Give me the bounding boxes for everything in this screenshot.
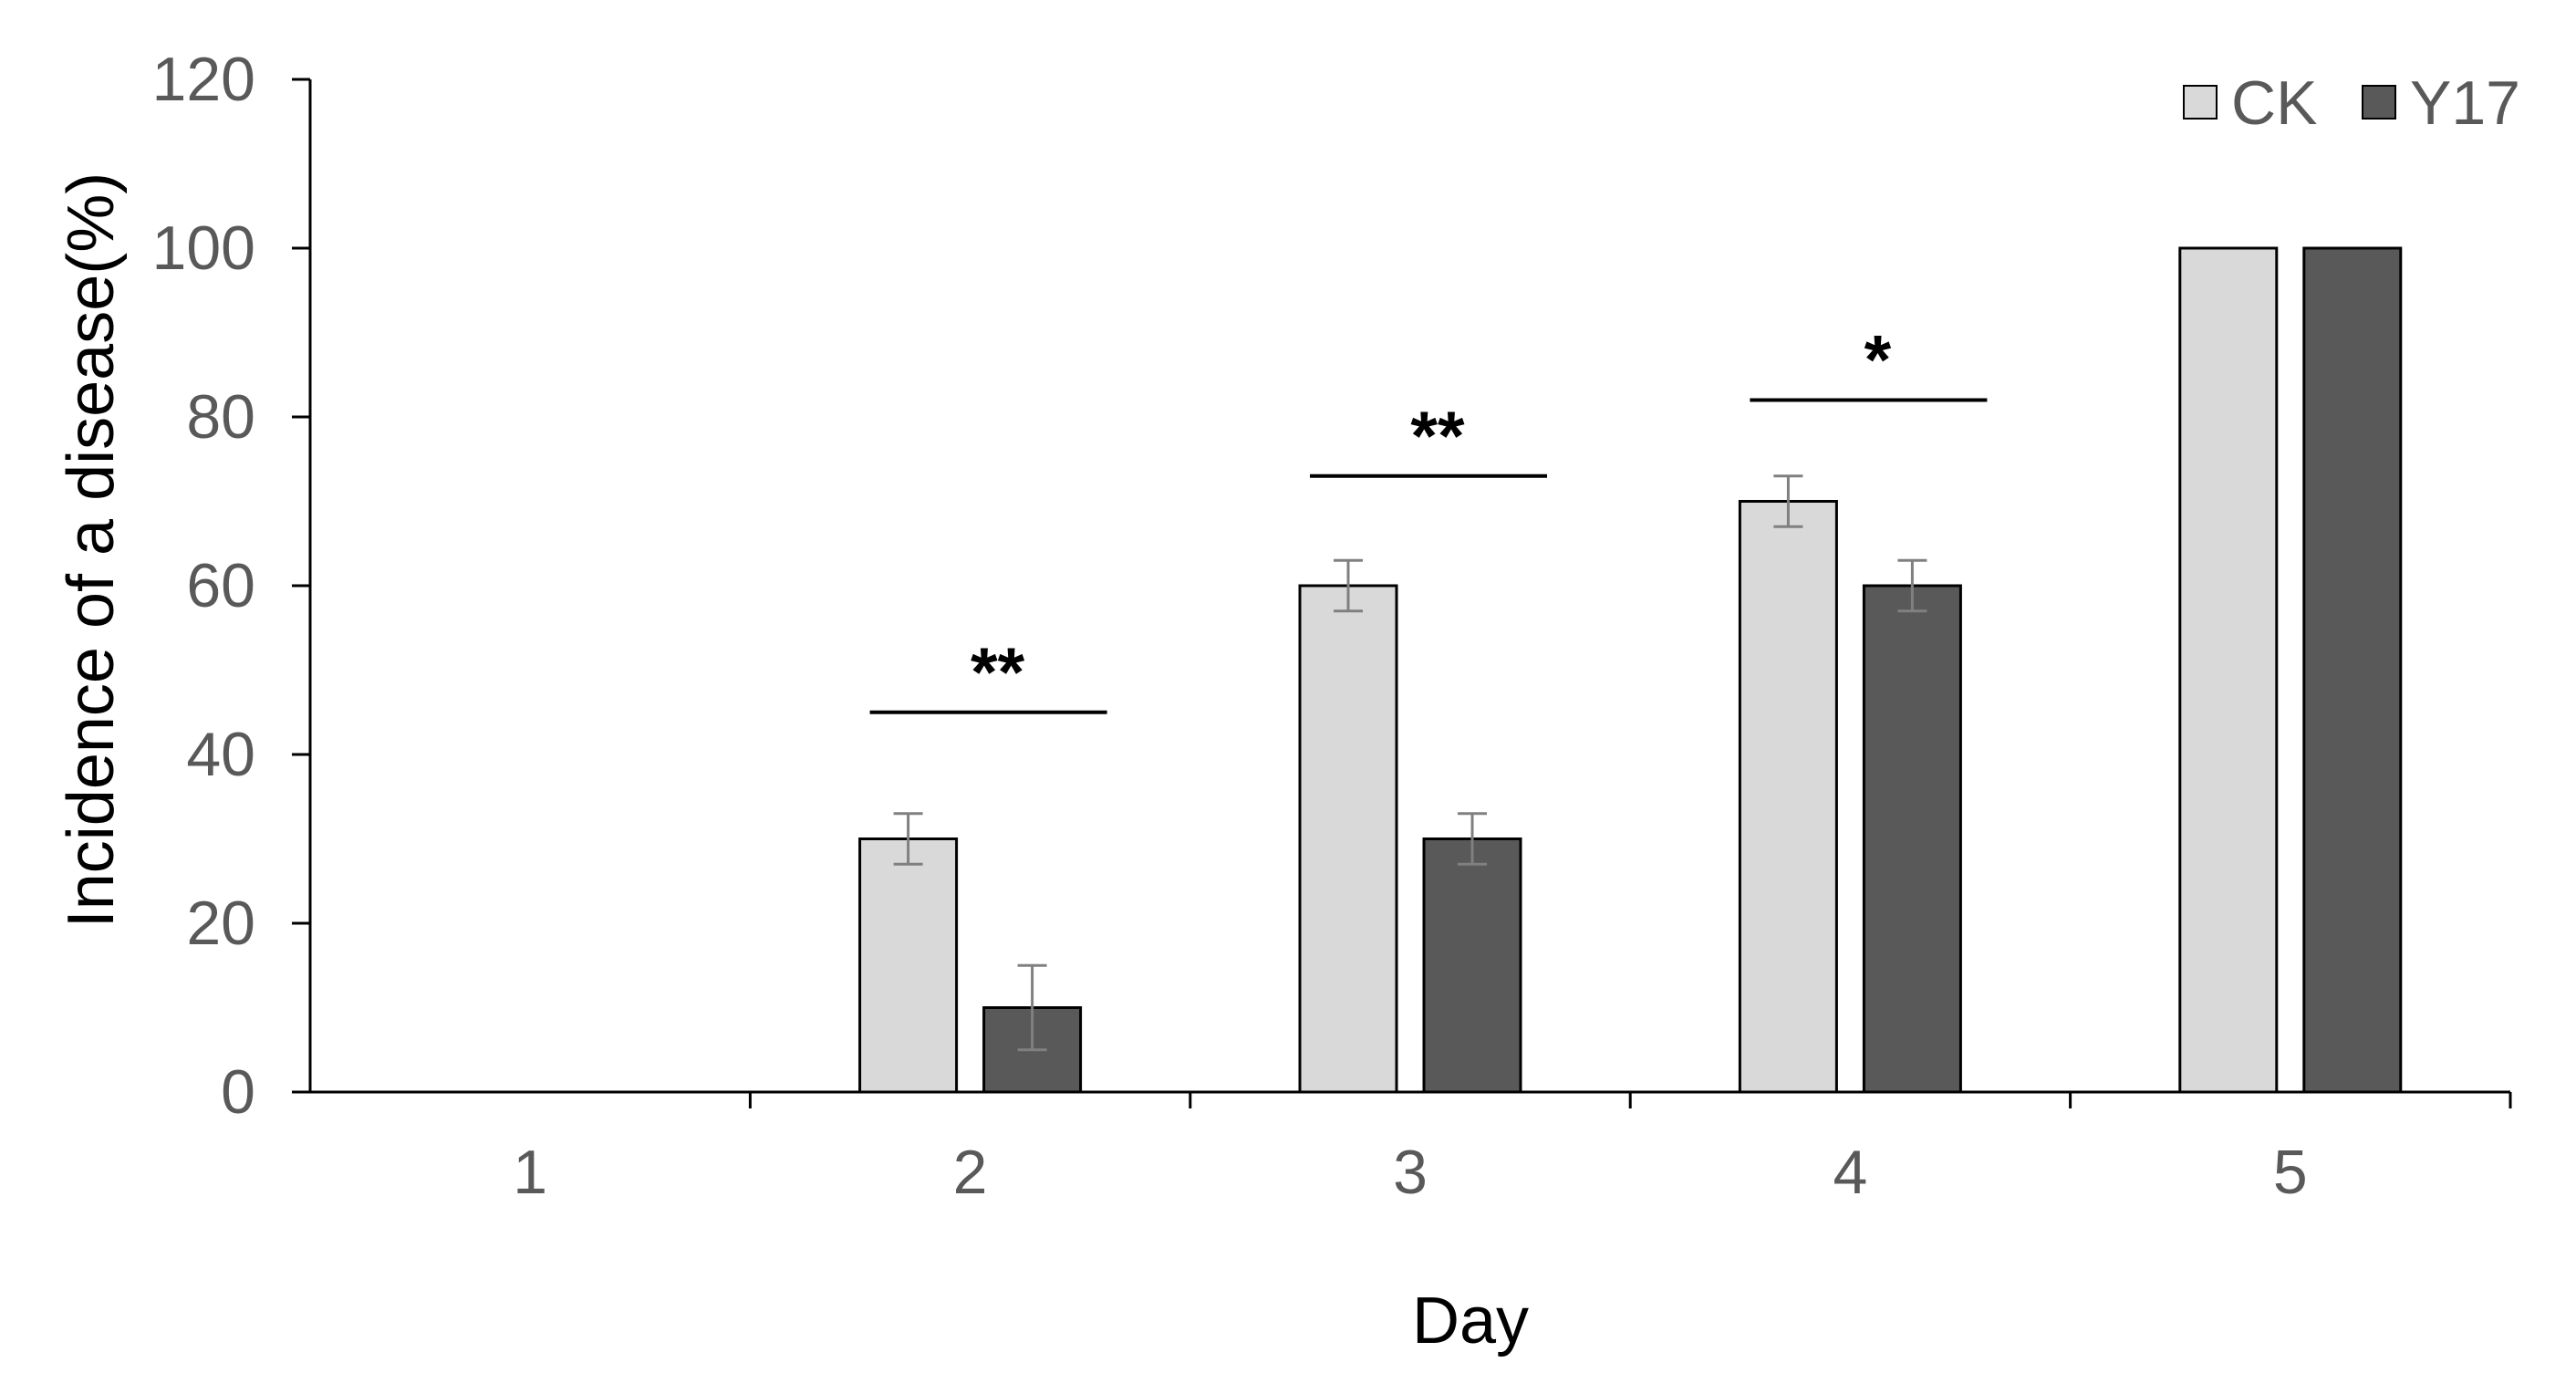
bar-ck-day-4 xyxy=(1738,500,1838,1094)
error-bar-ck-day-3 xyxy=(1334,558,1363,613)
significance-marker-day-2: ** xyxy=(971,634,1025,712)
bar-y17-day-4 xyxy=(1862,584,1962,1094)
y-tick-label: 20 xyxy=(186,889,255,958)
x-tick-label: 4 xyxy=(1833,1138,1867,1207)
error-bar-ck-day-2 xyxy=(893,812,923,866)
x-tick-label: 5 xyxy=(2273,1138,2308,1207)
significance-annotations: ***** xyxy=(869,322,1988,714)
y-axis-ticks: 0 20 40 60 80 100 120 xyxy=(152,45,310,1127)
significance-marker-day-4: * xyxy=(1864,322,1892,400)
y-tick-label: 40 xyxy=(186,720,255,789)
bar-ck-day-5 xyxy=(2178,246,2279,1094)
y-tick-label: 120 xyxy=(152,45,255,114)
bar-y17-day-5 xyxy=(2302,246,2403,1094)
y-tick-label: 0 xyxy=(221,1057,255,1127)
bars-layer xyxy=(858,246,2403,1094)
error-bar-y17-day-3 xyxy=(1458,812,1487,866)
bar-y17-day-3 xyxy=(1422,837,1522,1094)
error-bar-y17-day-2 xyxy=(1017,963,1047,1052)
bar-ck-day-3 xyxy=(1298,584,1398,1094)
y-axis-label: Incidence of a disease(%) xyxy=(55,172,128,928)
significance-marker-day-3: ** xyxy=(1410,398,1465,475)
x-tick-label: 1 xyxy=(513,1138,547,1207)
legend-swatch-y17 xyxy=(2362,85,2396,120)
error-bar-ck-day-4 xyxy=(1773,474,1803,528)
legend: CK Y17 xyxy=(2183,68,2520,138)
error-bars-layer xyxy=(893,474,1927,1052)
x-axis-ticks: 1 2 3 4 5 xyxy=(513,1092,2512,1207)
y-tick-label: 80 xyxy=(186,382,255,452)
x-tick-label: 2 xyxy=(953,1138,988,1207)
x-axis-label: Day xyxy=(1412,1285,1529,1358)
x-tick-label: 3 xyxy=(1393,1138,1428,1207)
legend-label-ck: CK xyxy=(2231,68,2317,138)
y-tick-label: 100 xyxy=(152,213,255,283)
legend-label-y17: Y17 xyxy=(2410,68,2520,138)
error-bar-y17-day-4 xyxy=(1897,558,1927,613)
bar-ck-day-2 xyxy=(858,837,959,1094)
y-tick-label: 60 xyxy=(186,551,255,620)
legend-swatch-ck xyxy=(2183,85,2218,120)
